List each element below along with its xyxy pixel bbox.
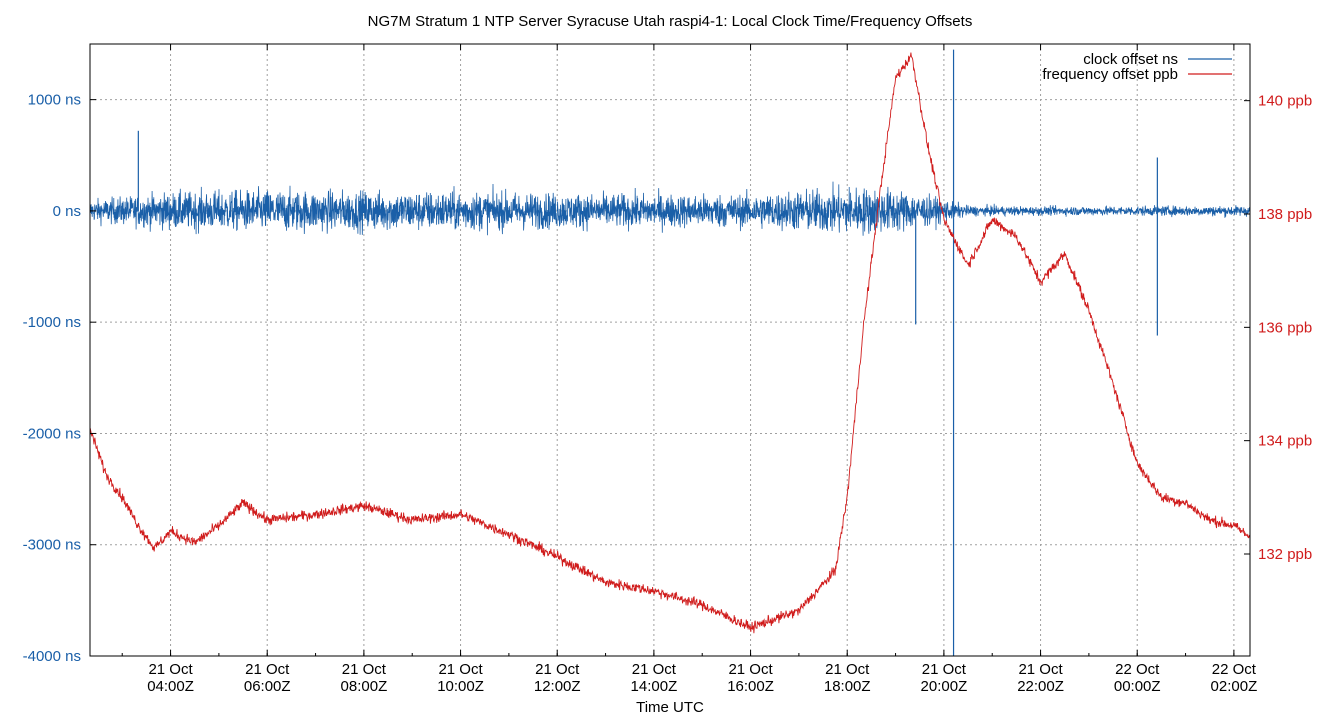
y-left-tick-label: -4000 ns: [23, 648, 81, 665]
x-tick-label-date: 22 Oct: [1115, 661, 1160, 678]
x-tick-label-date: 21 Oct: [535, 661, 580, 678]
y-left-tick-label: 0 ns: [53, 203, 81, 220]
x-tick-label-time: 08:00Z: [341, 678, 388, 695]
grid: [90, 44, 1250, 656]
y-right-tick-label: 136 ppb: [1258, 319, 1312, 336]
y-right-tick-label: 138 ppb: [1258, 206, 1312, 223]
x-tick-label-time: 12:00Z: [534, 678, 581, 695]
x-tick-label-time: 14:00Z: [631, 678, 678, 695]
y-left-tick-label: 1000 ns: [28, 92, 81, 109]
x-tick-label-date: 21 Oct: [728, 661, 773, 678]
x-tick-label-date: 21 Oct: [922, 661, 967, 678]
x-tick-label-time: 10:00Z: [437, 678, 484, 695]
x-tick-label-date: 21 Oct: [438, 661, 483, 678]
x-tick-label-date: 21 Oct: [825, 661, 870, 678]
x-tick-label-date: 21 Oct: [632, 661, 677, 678]
y-left-tick-label: -2000 ns: [23, 425, 81, 442]
x-tick-label-time: 22:00Z: [1017, 678, 1064, 695]
x-tick-label-time: 16:00Z: [727, 678, 774, 695]
x-tick-label-date: 21 Oct: [148, 661, 193, 678]
plot-frame: [89, 43, 1251, 657]
x-tick-label-date: 21 Oct: [245, 661, 290, 678]
x-tick-label-time: 20:00Z: [921, 678, 968, 695]
x-tick-label-time: 00:00Z: [1114, 678, 1161, 695]
chart-title: NG7M Stratum 1 NTP Server Syracuse Utah …: [368, 13, 973, 30]
x-axis-label: Time UTC: [636, 699, 704, 716]
y-right-tick-label: 134 ppb: [1258, 433, 1312, 450]
frequency-offset-series: [89, 52, 1251, 634]
x-tick-label-date: 22 Oct: [1212, 661, 1257, 678]
x-tick-label-time: 04:00Z: [147, 678, 194, 695]
legend-label-frequency-offset: frequency offset ppb: [1042, 66, 1178, 83]
x-tick-label-date: 21 Oct: [1018, 661, 1063, 678]
y-right-tick-label: 140 ppb: [1258, 93, 1312, 110]
clock-offset-line: [89, 181, 1251, 236]
y-right-tick-label: 132 ppb: [1258, 546, 1312, 563]
clock-offset-series: [89, 49, 1251, 656]
x-tick-label-time: 02:00Z: [1211, 678, 1258, 695]
y-left-tick-label: -1000 ns: [23, 314, 81, 331]
x-tick-label-time: 18:00Z: [824, 678, 871, 695]
left-axis: 1000 ns 0 ns -1000 ns -2000 ns -3000 ns -4000…: [23, 92, 81, 665]
legend-label-clock-offset: clock offset ns: [1083, 51, 1178, 68]
legend: clock offset ns frequency offset ppb: [1042, 51, 1232, 83]
x-tick-label-date: 21 Oct: [342, 661, 387, 678]
frequency-offset-line: [89, 52, 1251, 634]
x-tick-label-time: 06:00Z: [244, 678, 291, 695]
right-axis: 140 ppb 138 ppb 136 ppb 134 ppb 132 ppb: [1258, 93, 1312, 563]
y-left-tick-label: -3000 ns: [23, 537, 81, 554]
tick-marks: [90, 44, 1250, 657]
